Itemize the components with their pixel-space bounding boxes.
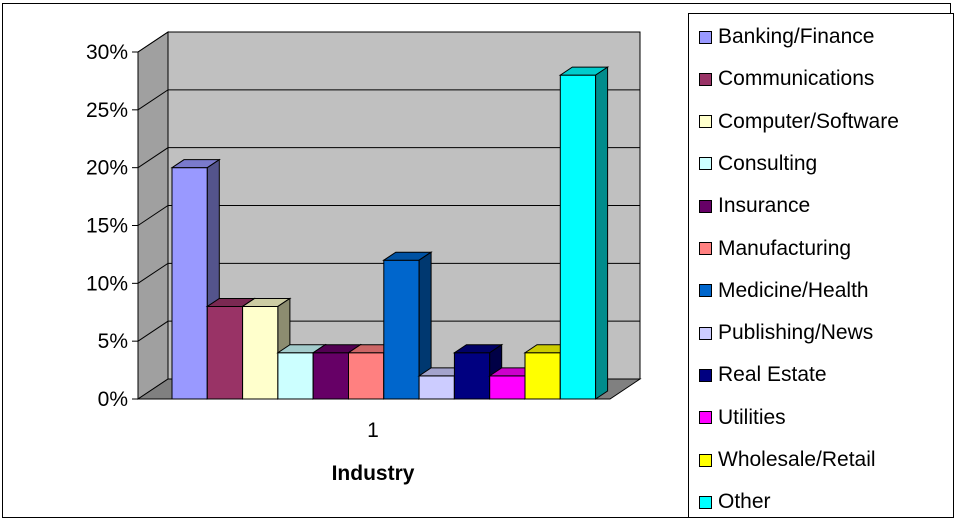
bar-front xyxy=(206,305,244,400)
bar-front xyxy=(418,375,455,400)
bar-medicine-health xyxy=(382,251,433,400)
legend-label: Manufacturing xyxy=(718,236,852,260)
y-tick-label: 15% xyxy=(86,215,128,238)
legend-item: Consulting xyxy=(699,149,817,179)
legend-item: Real Estate xyxy=(699,360,827,390)
legend-item: Publishing/News xyxy=(699,318,873,348)
bar-front xyxy=(453,352,491,400)
legend-swatch xyxy=(699,30,712,44)
y-tick-label: 30% xyxy=(86,41,128,64)
legend-swatch xyxy=(699,411,712,425)
legend-swatch xyxy=(699,115,712,129)
legend-label: Other xyxy=(718,490,771,514)
bar-front xyxy=(559,74,597,400)
legend-label: Communications xyxy=(718,67,875,91)
bar-front xyxy=(312,352,350,400)
legend-item: Medicine/Health xyxy=(699,276,869,306)
legend-label: Publishing/News xyxy=(718,321,874,345)
gridline xyxy=(137,31,640,53)
legend-item: Insurance xyxy=(699,191,810,221)
legend-label: Real Estate xyxy=(718,363,827,387)
legend-label: Insurance xyxy=(718,194,811,218)
bar-front xyxy=(524,352,561,400)
legend-swatch xyxy=(699,453,712,467)
bar-front xyxy=(383,259,420,400)
y-tick-label: 5% xyxy=(98,330,128,353)
legend-swatch xyxy=(699,495,712,509)
y-tick-label: 10% xyxy=(86,272,128,295)
gridline xyxy=(137,262,640,284)
gridline xyxy=(137,205,640,226)
legend-item: Wholesale/Retail xyxy=(699,445,876,475)
legend-label: Consulting xyxy=(718,151,818,175)
legend-swatch xyxy=(699,284,712,298)
legend-label: Utilities xyxy=(718,405,786,429)
legend-swatch xyxy=(699,326,712,340)
bar-front xyxy=(489,375,526,400)
bar-front xyxy=(277,352,314,400)
bar-side xyxy=(595,66,609,400)
category-tick-label: 1 xyxy=(367,419,379,442)
gridline xyxy=(137,147,640,169)
legend-item: Computer/Software xyxy=(699,107,899,137)
y-tick-label: 0% xyxy=(98,388,128,411)
legend: Banking/Finance Communications Computer/So… xyxy=(688,13,954,518)
gridlines xyxy=(137,31,640,342)
legend-swatch xyxy=(699,157,712,171)
legend-swatch xyxy=(699,72,712,86)
legend-label: Medicine/Health xyxy=(718,278,869,302)
legend-item: Utilities xyxy=(699,403,786,433)
legend-label: Wholesale/Retail xyxy=(718,448,876,471)
y-tick-label: 20% xyxy=(86,157,128,180)
bar-front xyxy=(171,167,208,400)
legend-label: Computer/Software xyxy=(718,109,899,133)
bars xyxy=(170,66,610,400)
legend-swatch xyxy=(699,368,712,382)
x-axis-title: Industry xyxy=(332,462,415,485)
chart-plot: 0% 5% 10% 15% 20% 25% 30% 1 Industry xyxy=(86,31,642,485)
legend-swatch xyxy=(699,199,712,213)
legend-item: Manufacturing xyxy=(699,234,851,264)
axis-labels: 1 Industry xyxy=(332,419,415,485)
gridline xyxy=(137,89,640,111)
legend-item: Other xyxy=(699,487,771,517)
legend-item: Communications xyxy=(699,64,874,94)
legend-swatch xyxy=(699,242,712,255)
legend-label: Banking/Finance xyxy=(718,25,875,48)
gridline xyxy=(137,320,640,342)
bar-front xyxy=(242,305,279,400)
bar-front xyxy=(348,352,385,400)
legend-item: Banking/Finance xyxy=(699,22,874,52)
y-tick-label: 25% xyxy=(86,99,128,122)
bar-other xyxy=(558,66,610,400)
